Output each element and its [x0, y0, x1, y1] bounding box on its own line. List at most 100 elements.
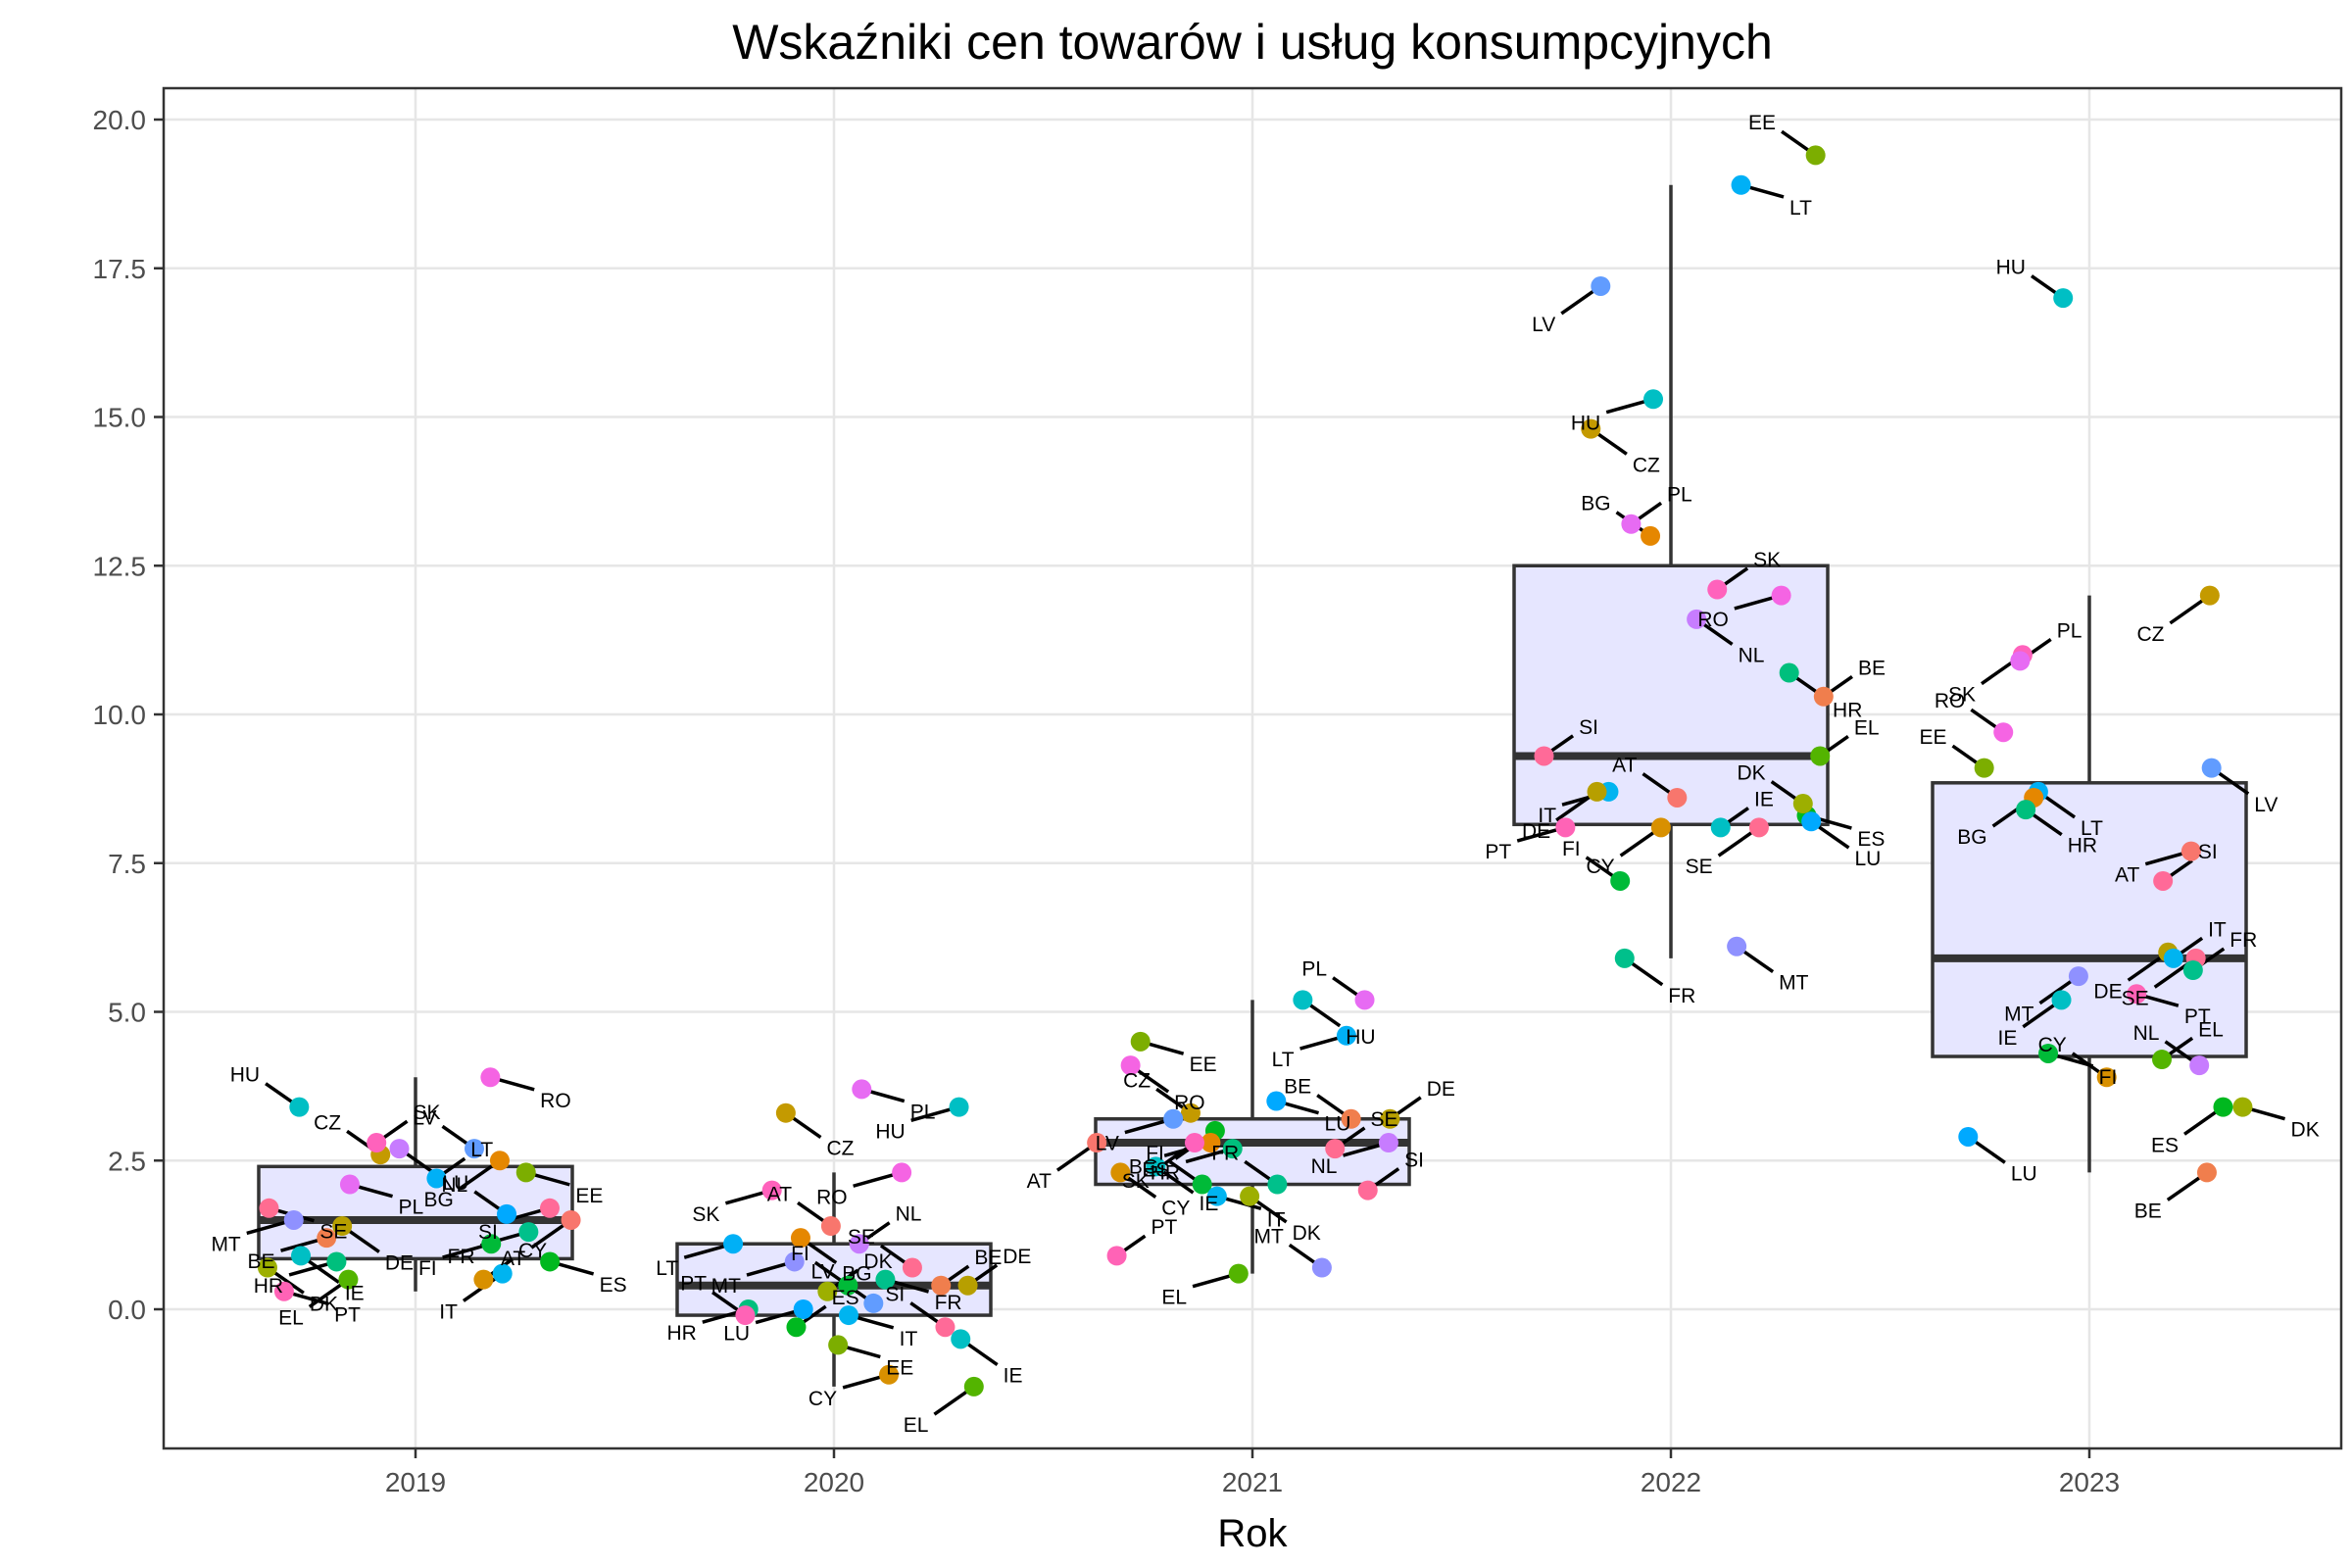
point-2019-FR	[518, 1222, 539, 1243]
point-2021-BG	[1200, 1133, 1221, 1153]
point-2019-DK	[257, 1257, 277, 1278]
point-2022-BE	[1813, 686, 1834, 707]
point-label: LT	[1789, 197, 1812, 220]
point-2021-IE	[1146, 1156, 1166, 1177]
point-2019-SK	[367, 1133, 387, 1153]
point-2019-FI	[481, 1234, 502, 1254]
point-2023-FI	[2038, 1043, 2059, 1063]
point-label: LV	[1532, 314, 1555, 336]
point-label: PT	[2184, 1005, 2211, 1028]
point-2021-LT	[1336, 1025, 1356, 1046]
data-points	[257, 145, 2253, 1396]
point-label: IE	[1200, 1193, 1219, 1215]
point-2022-CZ	[1581, 418, 1601, 439]
point-label: SE	[1370, 1108, 1397, 1131]
point-2019-BE	[317, 1228, 337, 1249]
point-label: BE	[1858, 657, 1886, 679]
point-2021-EL	[1228, 1263, 1249, 1284]
point-label: HU	[1346, 1026, 1375, 1049]
x-tick-label: 2023	[2059, 1467, 2120, 1497]
point-2020-IT	[838, 1305, 858, 1326]
y-axis: 0.0 2.5 5.0 7.5 10.0 12.5 15.0 17.5 20.0	[93, 105, 164, 1325]
x-tick-label: 2020	[804, 1467, 864, 1497]
y-tick-label: 17.5	[93, 254, 147, 284]
point-label: IE	[1004, 1365, 1023, 1388]
point-label: IT	[2208, 918, 2227, 941]
point-label: HR	[1833, 699, 1862, 721]
point-label: EL	[1854, 716, 1880, 739]
point-2021-PT	[1106, 1246, 1127, 1266]
point-2021-LV	[1163, 1108, 1184, 1129]
point-label: FI	[418, 1257, 437, 1280]
point-2023-IT	[2163, 948, 2183, 968]
point-2019-IT	[492, 1263, 513, 1284]
point-label: BE	[1284, 1076, 1311, 1099]
point-2023-CZ	[2199, 585, 2220, 606]
point-label: MT	[211, 1233, 240, 1255]
point-2020-ES	[786, 1317, 807, 1338]
point-2019-MT	[283, 1209, 304, 1230]
point-label: LT	[1272, 1049, 1295, 1071]
point-label: FR	[1211, 1142, 1239, 1164]
point-label: DE	[1003, 1246, 1031, 1268]
point-label: LU	[1325, 1113, 1351, 1136]
point-label: NL	[441, 1174, 467, 1197]
point-label: DE	[2093, 980, 2122, 1003]
point-2022-MT	[1727, 936, 1747, 956]
point-2022-RO	[1771, 585, 1791, 606]
point-label: EL	[1161, 1287, 1187, 1309]
point-2019-ES	[540, 1251, 561, 1272]
point-label: MT	[711, 1275, 741, 1298]
point-2019-LU	[497, 1203, 517, 1224]
point-label: ES	[832, 1287, 859, 1309]
point-2023-DK	[2232, 1097, 2253, 1117]
point-2020-DE	[957, 1275, 978, 1296]
point-2023-MT	[2068, 966, 2088, 987]
point-label: SK	[1948, 684, 1976, 707]
point-2020-BG	[790, 1228, 810, 1249]
point-2023-EL	[2152, 1050, 2172, 1070]
point-2019-CY	[473, 1269, 494, 1290]
point-2021-DK	[1240, 1186, 1260, 1206]
point-2020-LU	[793, 1299, 813, 1319]
point-label: NL	[896, 1203, 922, 1226]
point-2023-AT	[2180, 841, 2201, 861]
point-2022-AT	[1667, 787, 1688, 808]
point-label: PL	[910, 1102, 936, 1124]
point-2020-FR	[875, 1269, 896, 1290]
point-label: LV	[413, 1106, 436, 1129]
point-label: BG	[1129, 1155, 1158, 1178]
point-2022-EL	[1810, 746, 1831, 766]
point-2022-CY	[1650, 817, 1671, 838]
point-label: LT	[656, 1257, 678, 1280]
point-2023-LV	[2201, 758, 2222, 778]
point-2022-FR	[1614, 948, 1635, 968]
point-label: ES	[2151, 1134, 2179, 1156]
point-2023-HR	[2016, 800, 2036, 820]
point-label: BE	[248, 1250, 275, 1273]
point-2020-NL	[849, 1234, 869, 1254]
point-label: ES	[1142, 1158, 1169, 1181]
point-label: LT	[2081, 817, 2103, 840]
point-label: NL	[2133, 1022, 2160, 1045]
point-label: BG	[1581, 493, 1610, 515]
point-label: BE	[2134, 1200, 2162, 1222]
point-label: HR	[1151, 1161, 1180, 1184]
point-2019-IE	[291, 1246, 312, 1266]
point-2022-HR	[1779, 662, 1799, 683]
point-label: RO	[1935, 690, 1966, 712]
point-label: SI	[2198, 841, 2218, 863]
point-2021-NL	[1378, 1133, 1398, 1153]
point-2021-BE	[1341, 1108, 1361, 1129]
point-2023-LU	[1958, 1126, 1979, 1147]
point-label: PL	[399, 1197, 424, 1219]
point-label: DE	[385, 1251, 414, 1274]
point-2019-EE	[515, 1162, 536, 1183]
point-label: AT	[1612, 755, 1637, 777]
point-label: EL	[904, 1414, 929, 1437]
point-label: FI	[2099, 1066, 2118, 1089]
point-label: DK	[310, 1293, 338, 1315]
point-2023-IE	[2051, 990, 2072, 1010]
